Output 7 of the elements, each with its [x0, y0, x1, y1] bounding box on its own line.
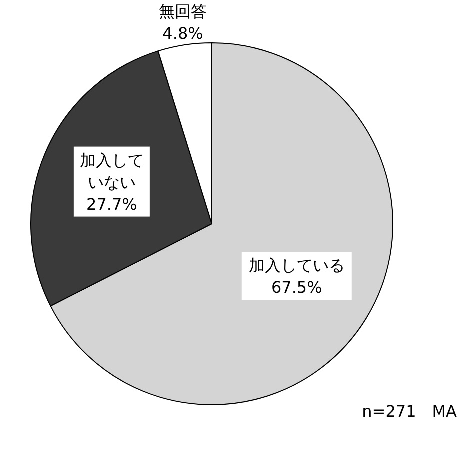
- data-label: 4.8%: [162, 24, 204, 44]
- data-label: 27.7%: [86, 194, 138, 214]
- data-label: 67.5%: [271, 278, 322, 298]
- slice-label: 加入していない: [80, 150, 144, 192]
- slice-label: 無回答: [159, 2, 208, 22]
- slice-label: 加入している: [248, 256, 345, 276]
- text: n=271 MA: [362, 402, 457, 423]
